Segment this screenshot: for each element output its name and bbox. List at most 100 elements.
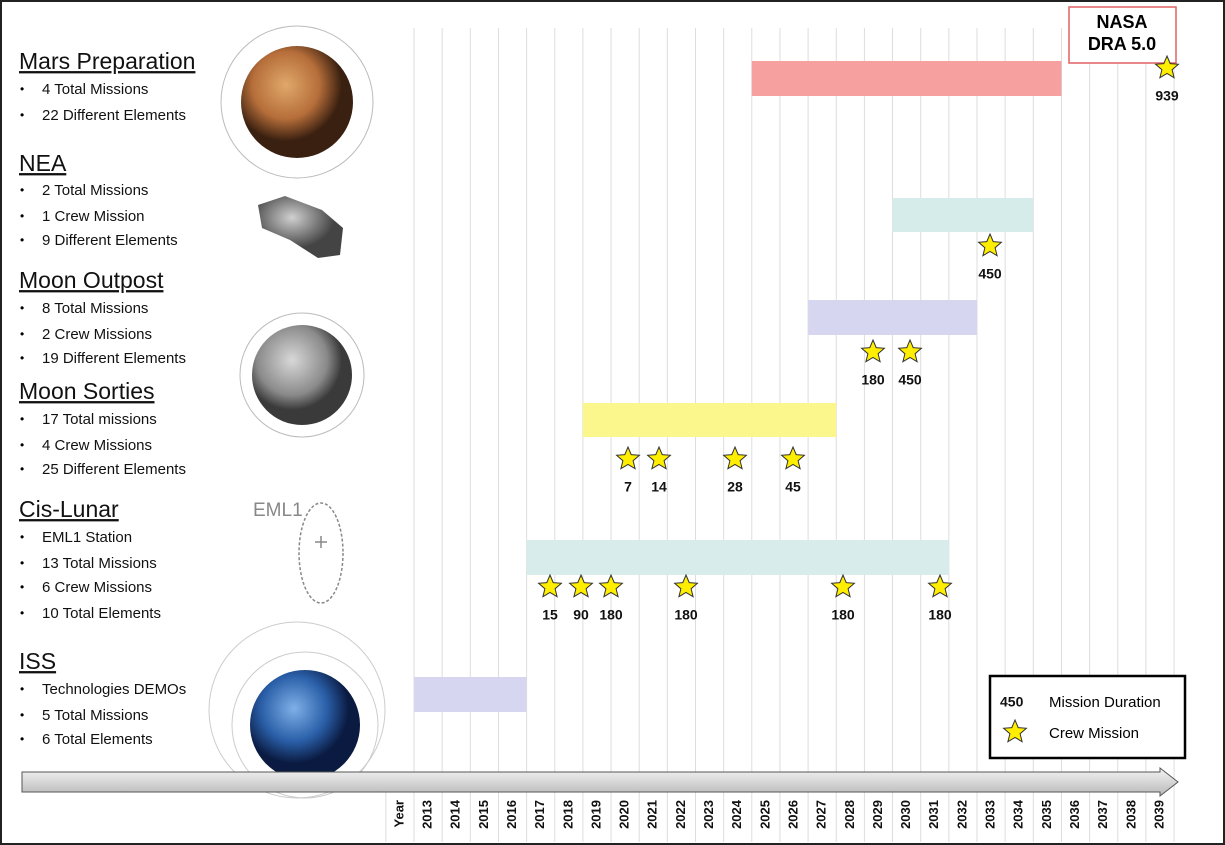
crew-duration: 90: [573, 607, 589, 623]
bullet: 1 Crew Mission: [42, 208, 145, 225]
bullet: 22 Different Elements: [42, 107, 186, 124]
bullet: 19 Different Elements: [42, 350, 186, 367]
timeline-arrow: [21, 766, 1179, 798]
crew-star: [780, 445, 806, 470]
bullet: 10 Total Elements: [42, 605, 161, 622]
crew-duration: 7: [624, 479, 632, 495]
bullet: 6 Crew Missions: [42, 579, 152, 596]
legend-sample: 450: [1000, 694, 1024, 710]
bullet: 2 Crew Missions: [42, 326, 152, 343]
mission-bar: [892, 198, 1034, 232]
crew-duration: 180: [928, 607, 952, 623]
legend-star: [1002, 718, 1028, 743]
year-label: 2037: [1095, 800, 1110, 829]
crew-duration: 450: [978, 266, 1002, 282]
bullet-dot: •: [20, 606, 24, 620]
reference-line: NASA: [1096, 12, 1147, 32]
bullet-dot: •: [20, 580, 24, 594]
year-label: 2029: [870, 800, 885, 829]
bullet: 2 Total Missions: [42, 182, 148, 199]
bullet: 17 Total missions: [42, 411, 157, 428]
crew-duration: 14: [651, 479, 667, 495]
moon-image: [252, 325, 352, 425]
section-title: Cis-Lunar: [19, 496, 119, 522]
bullet-dot: •: [20, 233, 24, 247]
bullet-dot: •: [20, 209, 24, 223]
crew-star: [977, 232, 1003, 257]
earth-image: [250, 670, 360, 780]
bullet-dot: •: [20, 412, 24, 426]
bullet: 13 Total Missions: [42, 555, 157, 572]
year-label: 2017: [532, 800, 547, 829]
crew-star: [860, 338, 886, 363]
year-label: 2015: [476, 800, 491, 829]
crew-star: [568, 573, 594, 598]
crew-star: [598, 573, 624, 598]
bullet-dot: •: [20, 108, 24, 122]
year-label: 2018: [560, 800, 575, 829]
bullet-dot: •: [20, 82, 24, 96]
eml1-orbit: [298, 502, 344, 604]
eml1-label: EML1: [253, 500, 303, 521]
reference-box: [1068, 6, 1177, 64]
year-label: 2014: [448, 799, 463, 829]
year-label: 2032: [954, 800, 969, 829]
year-label: 2021: [645, 800, 660, 829]
crew-star: [830, 573, 856, 598]
bullet: EML1 Station: [42, 529, 132, 546]
year-label: 2019: [588, 800, 603, 829]
year-label: 2034: [1011, 799, 1026, 829]
year-label: 2036: [1067, 800, 1082, 829]
crew-star: [537, 573, 563, 598]
bullet-dot: •: [20, 301, 24, 315]
crew-star: [722, 445, 748, 470]
mission-bar: [414, 677, 527, 712]
bullet: Technologies DEMOs: [42, 681, 186, 698]
bullet-dot: •: [20, 530, 24, 544]
bullet: 8 Total Missions: [42, 300, 148, 317]
year-label: 2025: [757, 800, 772, 829]
axis-label: Year: [391, 800, 406, 827]
mission-bar: [808, 300, 977, 335]
bullet-dot: •: [20, 732, 24, 746]
crew-duration: 180: [674, 607, 698, 623]
year-label: 2024: [729, 799, 744, 829]
crew-duration: 45: [785, 479, 801, 495]
asteroid-image: [258, 196, 343, 258]
year-label: 2016: [504, 800, 519, 829]
bullet-dot: •: [20, 708, 24, 722]
year-label: 2030: [898, 800, 913, 829]
crew-duration: 450: [898, 372, 922, 388]
reference-line: DRA 5.0: [1088, 34, 1156, 54]
bullet: 25 Different Elements: [42, 461, 186, 478]
crew-duration: 180: [831, 607, 855, 623]
eml1-point: [315, 536, 327, 548]
year-label: 2035: [1039, 800, 1054, 829]
crew-duration: 939: [1155, 88, 1179, 104]
year-label: 2022: [673, 800, 688, 829]
section-title: Mars Preparation: [19, 48, 195, 74]
bullet: 4 Crew Missions: [42, 437, 152, 454]
year-label: 2027: [814, 800, 829, 829]
bullet-dot: •: [20, 438, 24, 452]
section-title: NEA: [19, 150, 67, 176]
bullet-dot: •: [20, 327, 24, 341]
crew-star: [1154, 54, 1180, 79]
bars: [414, 61, 1062, 712]
mission-bar: [582, 403, 837, 437]
year-label: 2020: [617, 800, 632, 829]
year-label: 2023: [701, 800, 716, 829]
year-label: 2039: [1151, 800, 1166, 829]
year-label: 2033: [983, 800, 998, 829]
earth-ring-inner: [231, 651, 379, 799]
bullet-dot: •: [20, 462, 24, 476]
bullet-dot: •: [20, 682, 24, 696]
legend-box: [988, 674, 1187, 760]
crew-duration: 28: [727, 479, 743, 495]
section-title: ISS: [19, 648, 56, 674]
year-label: 2028: [842, 800, 857, 829]
bullet-dot: •: [20, 183, 24, 197]
year-label: 2031: [926, 800, 941, 829]
